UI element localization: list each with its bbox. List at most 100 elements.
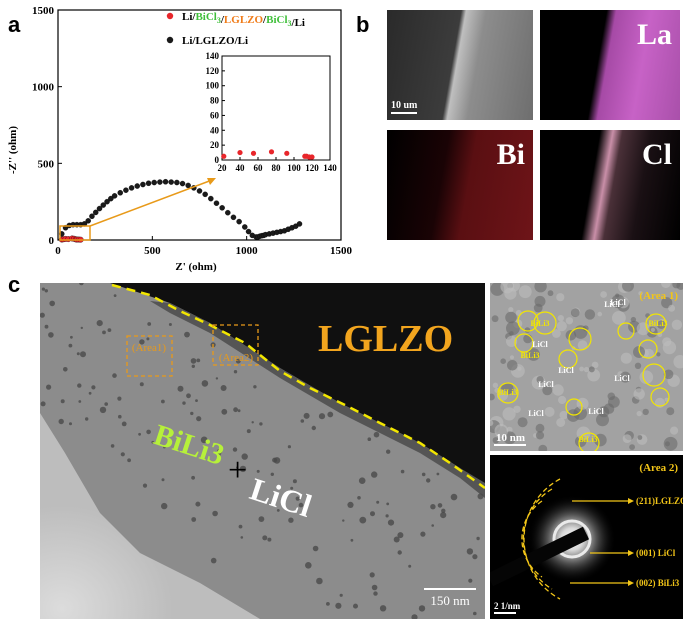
saed-label-licl: (001) LiCl xyxy=(636,548,676,558)
grain-circle xyxy=(645,313,667,335)
point-lglzo xyxy=(117,190,124,196)
legend-label-lglzo: Li/LGLZO/Li xyxy=(182,35,248,47)
grain-circle xyxy=(642,363,666,387)
inset-y-tick-label: 100 xyxy=(206,81,220,91)
inset-y-tick-label: 80 xyxy=(210,96,220,106)
inset-point xyxy=(221,153,227,159)
grain-circle xyxy=(497,382,519,404)
point-lglzo xyxy=(151,179,157,186)
grain-circle xyxy=(517,310,539,332)
hrtem-phase-label: LiCl xyxy=(604,300,620,309)
area2-label: (Area2) xyxy=(219,352,254,364)
point-lglzo xyxy=(245,228,252,235)
hrtem-phase-label: BiLi3 xyxy=(498,388,517,397)
inset-x-tick-label: 40 xyxy=(236,163,246,173)
eds-map-la: La xyxy=(540,10,680,120)
point-lglzo xyxy=(89,213,95,219)
hrtem-phase-label: LiCl xyxy=(532,340,548,349)
point-lglzo xyxy=(111,193,118,199)
inset-y-tick-label: 60 xyxy=(210,110,220,120)
inset-point xyxy=(284,150,290,156)
point-lglzo xyxy=(100,202,107,208)
hrtem-phase-label: LiCl xyxy=(614,374,630,383)
eds-map-bi: Bi xyxy=(387,130,533,240)
grain-circle xyxy=(638,339,658,359)
point-lglzo xyxy=(104,198,110,205)
tem-image: (Area1) (Area2) LGLZO BiLi3 + LiCl 150 n… xyxy=(40,283,485,619)
zoom-box xyxy=(59,225,91,241)
grain-circle xyxy=(565,398,583,416)
y-tick-label: 1500 xyxy=(32,5,55,17)
point-lglzo xyxy=(174,179,180,186)
inset-y-tick-label: 120 xyxy=(206,66,220,76)
inset-point xyxy=(250,150,257,156)
point-lglzo xyxy=(225,209,231,216)
tem-scale-text: 150 nm xyxy=(430,593,469,608)
point-lglzo xyxy=(202,191,208,198)
phase-plus-sign: + xyxy=(228,452,247,489)
inset-y-tick-label: 40 xyxy=(210,125,220,135)
inset-y-tick-label: 20 xyxy=(210,140,220,150)
grain-circle xyxy=(617,322,635,340)
inset-point xyxy=(268,149,275,155)
inset-x-tick-label: 20 xyxy=(218,163,228,173)
point-lglzo xyxy=(140,181,146,188)
inset-x-tick-label: 60 xyxy=(254,163,264,173)
point-lglzo xyxy=(208,195,214,202)
inset-y-tick-label: 0 xyxy=(215,155,220,165)
area1-label: (Area1) xyxy=(132,342,167,354)
inset-point xyxy=(309,154,315,160)
sem-scale-text: 10 um xyxy=(391,100,418,111)
inset-x-tick-label: 140 xyxy=(323,163,337,173)
hrtem-title: (Area 1) xyxy=(639,290,678,302)
point-lglzo xyxy=(85,218,91,224)
grain-circle xyxy=(568,327,592,351)
hrtem-phase-label: BiLi3 xyxy=(648,319,667,328)
x-tick-label: 500 xyxy=(144,245,161,257)
point-lglzo xyxy=(92,209,99,216)
grain-circle xyxy=(514,333,534,353)
zoom-arrow-head xyxy=(207,178,216,185)
point-lglzo xyxy=(96,205,103,212)
legend-label-bicl3: Li/BiCl3/LGLZO/BiCl3/Li xyxy=(182,11,305,29)
inset-x-tick-label: 100 xyxy=(287,163,301,173)
hrtem-image: LiCl BiLi3 BiLi3 LiCl BiLi3 LiCl LiCl LiCl BiLi3… xyxy=(490,283,683,451)
tem-precipitate-dots xyxy=(40,283,484,619)
saed-scale-text: 2 1/nm xyxy=(494,601,521,611)
hrtem-scale-text: 10 nm xyxy=(496,432,525,444)
inset-point xyxy=(237,149,243,156)
grain-circle xyxy=(558,349,578,369)
inset-x-tick-label: 120 xyxy=(305,163,319,173)
panel-letter-c: c xyxy=(8,272,21,297)
saed-title: (Area 2) xyxy=(639,462,678,474)
y-tick-label: 0 xyxy=(49,235,55,247)
point-lglzo xyxy=(134,183,140,189)
point-lglzo xyxy=(230,214,237,221)
point-lglzo xyxy=(168,179,174,185)
y-tick-label: 1000 xyxy=(32,82,55,94)
inset-x-tick-label: 80 xyxy=(272,163,282,173)
y-axis-label: -Z'' (ohm) xyxy=(7,126,19,174)
eds-label-cl: Cl xyxy=(642,138,672,171)
hrtem-phase-label: LiCl xyxy=(588,407,604,416)
panel-letter-b: b xyxy=(356,12,370,37)
point-lglzo xyxy=(296,221,303,227)
hrtem-phase-label: BiLi3 xyxy=(578,435,597,444)
hrtem-phase-label: LiCl xyxy=(528,409,544,418)
zoom-arrow xyxy=(89,179,213,227)
eds-map-cl: Cl xyxy=(540,130,680,240)
saed-label-lglzo: (211)LGLZO xyxy=(636,496,683,506)
inset-frame xyxy=(221,55,331,161)
eds-label-bi: Bi xyxy=(496,138,525,171)
panel-letter-a: a xyxy=(8,12,21,37)
interface-line xyxy=(111,283,485,490)
x-tick-label: 1500 xyxy=(330,245,353,257)
hrtem-phase-label: BiLi3 xyxy=(530,319,549,328)
x-tick-label: 1000 xyxy=(236,245,259,257)
point-lglzo xyxy=(123,187,129,193)
point-lglzo xyxy=(108,195,114,202)
sem-scale-bar xyxy=(391,112,417,114)
hrtem-phase-label: LiCl xyxy=(610,298,626,307)
